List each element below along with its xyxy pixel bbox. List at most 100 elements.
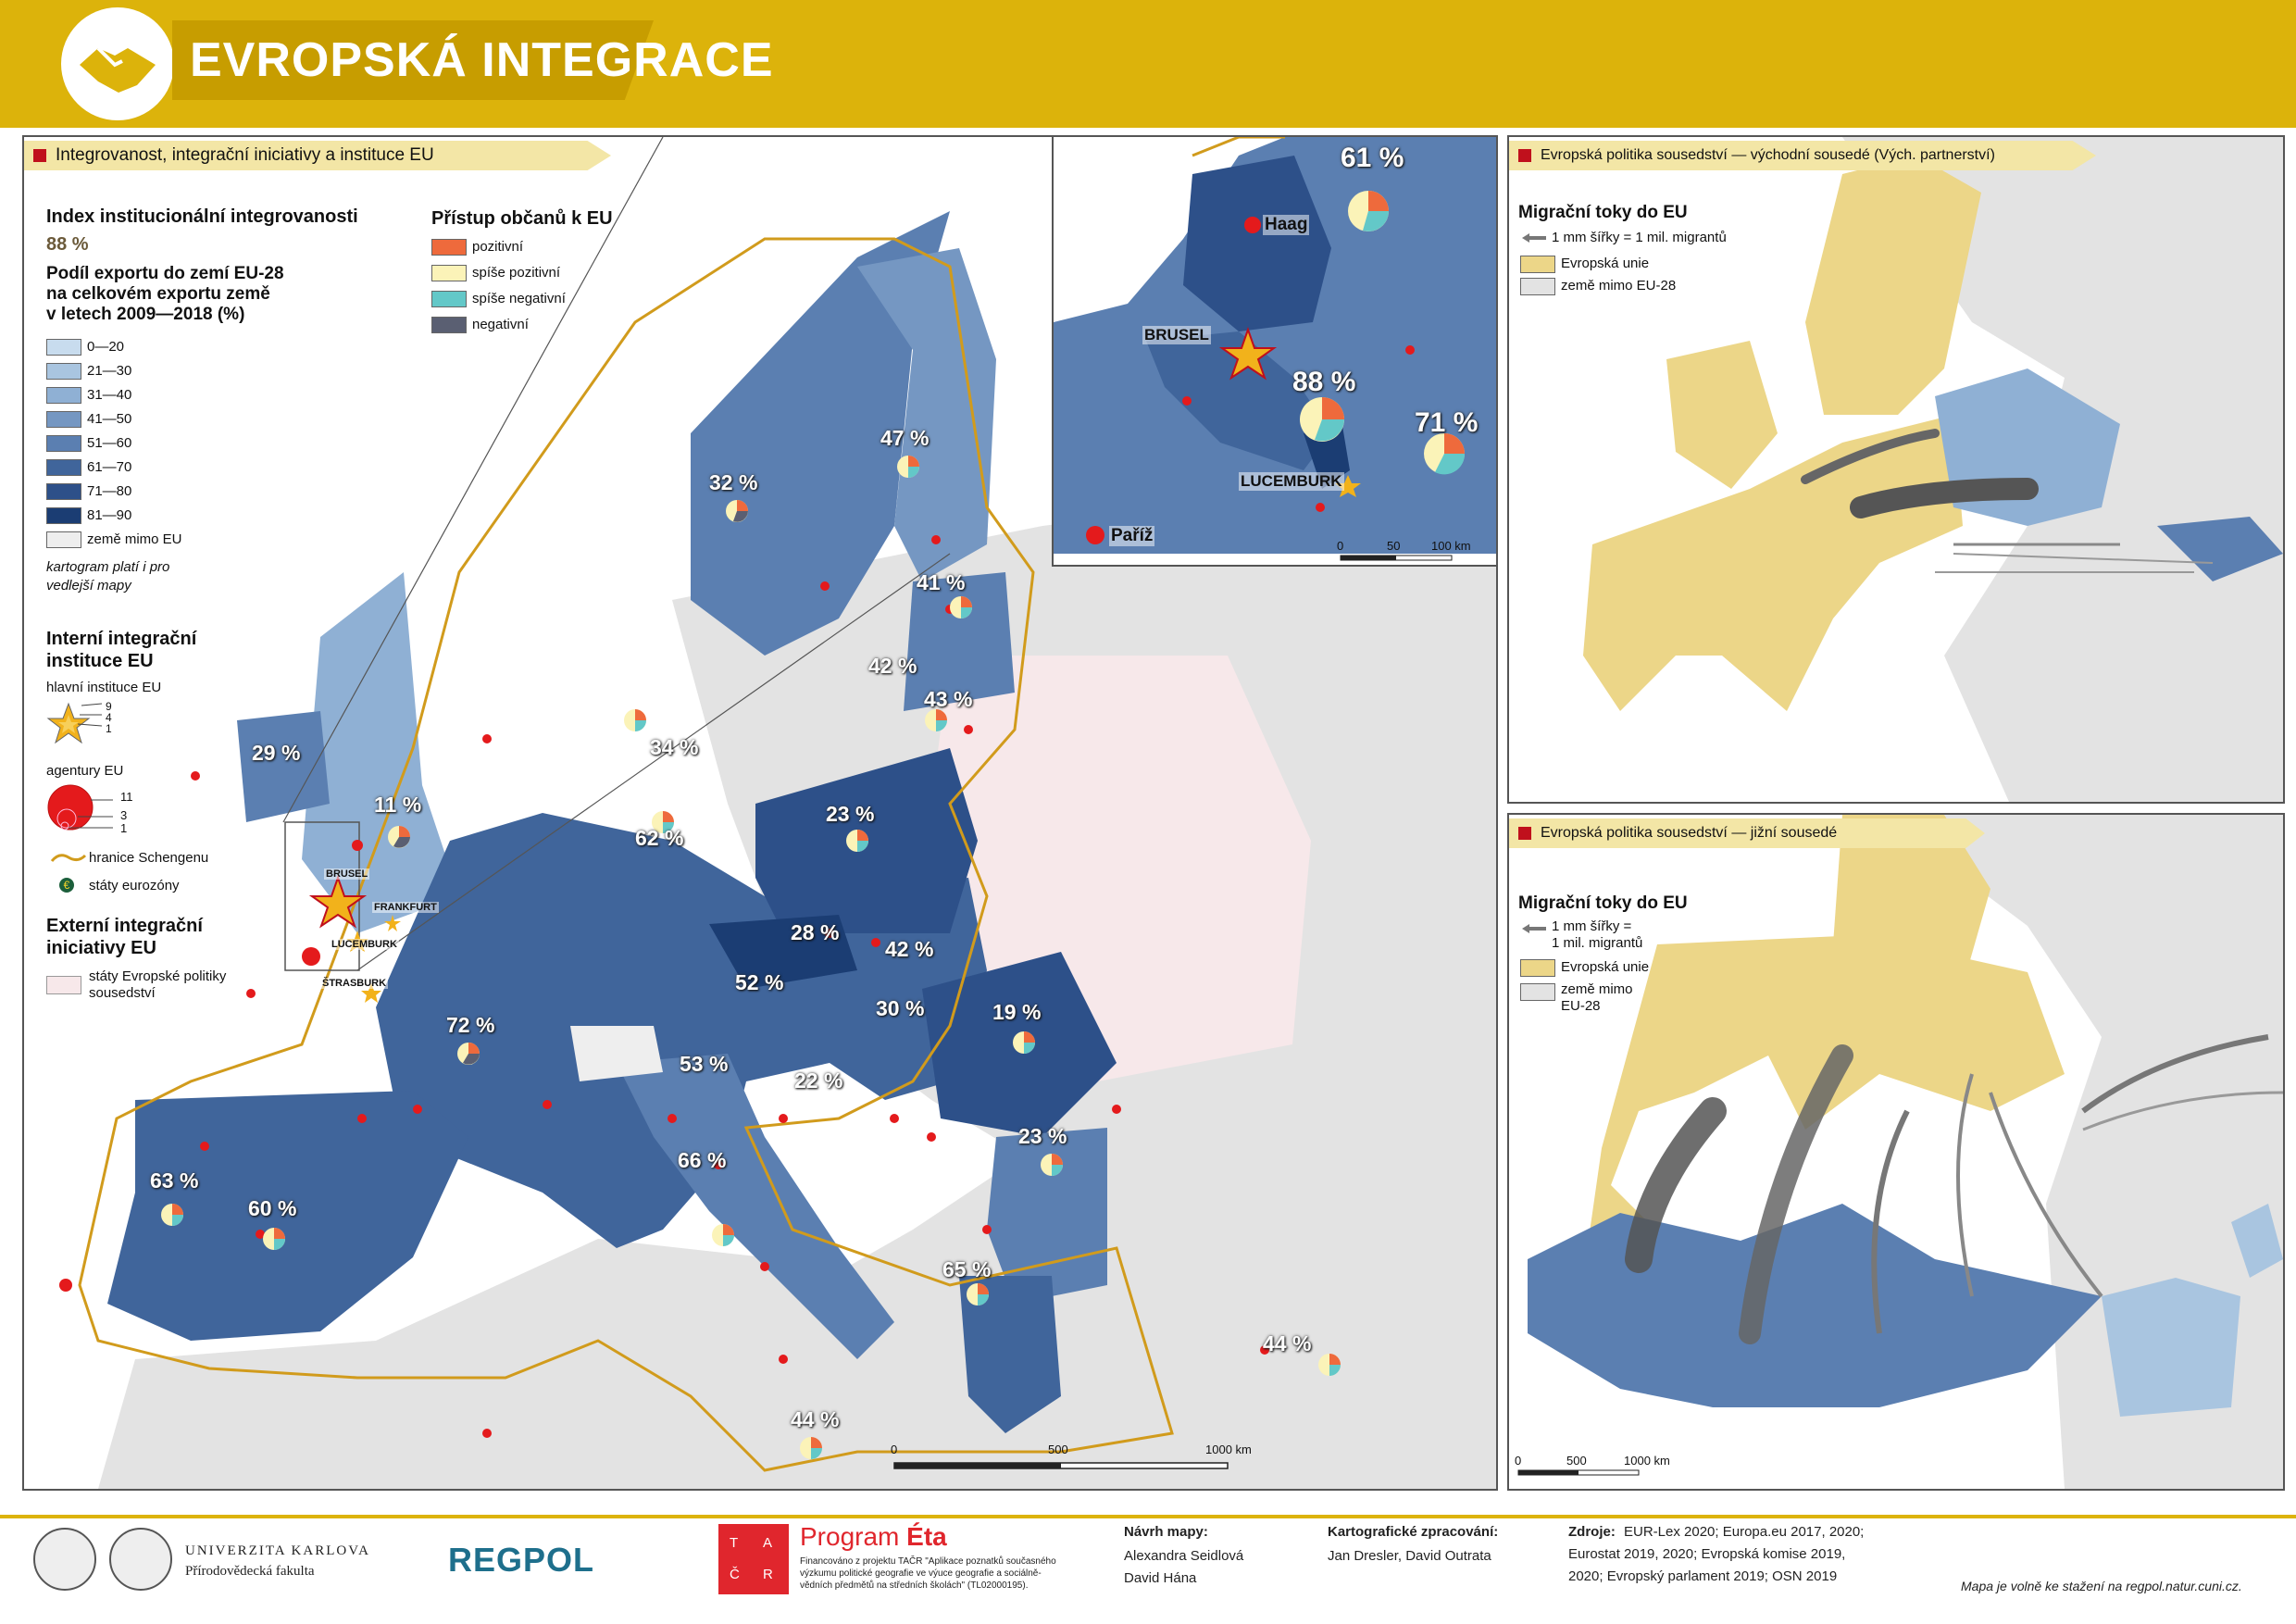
south-section-label: Evropská politika sousedství — jižní sou… (1509, 818, 1985, 848)
design-names-2: David Hána (1124, 1570, 1197, 1586)
inset-scale-100: 100 km (1431, 539, 1471, 553)
sources-2: Eurostat 2019, 2020; Evropská komise 201… (1568, 1546, 1846, 1562)
inset-city-haag: Haag (1263, 215, 1310, 235)
class-swatch (46, 483, 81, 500)
city-frankfurt: FRANKFURT (372, 902, 439, 913)
handshake-icon (61, 7, 174, 120)
south-eu-label: Evropská unie (1561, 959, 1650, 975)
pct-austria: 52 % (735, 970, 784, 994)
tacr-letter: Č (730, 1567, 740, 1582)
schengen-line-icon (50, 854, 87, 862)
access-swatch (431, 239, 467, 256)
external-title-1: Externí integrační (46, 916, 203, 936)
pct-cyprus: 44 % (1263, 1331, 1312, 1355)
pct-lithuania: 43 % (924, 687, 973, 711)
east-eu-swatch (1520, 256, 1555, 273)
export-class-item: 71—80 (46, 481, 213, 502)
tacr-letter: R (763, 1567, 773, 1582)
export-class-item: 61—70 (46, 457, 213, 478)
south-noneu-swatch (1520, 983, 1555, 1001)
class-swatch (46, 531, 81, 548)
pct-france: 72 % (446, 1013, 495, 1037)
pct-uk: 11 % (374, 793, 422, 817)
south-flows-note-1: 1 mm šířky = (1552, 918, 1632, 934)
city-lucemburk: LUCEMBURK (330, 939, 399, 950)
class-swatch (46, 411, 81, 428)
regpol-logo: REGPOL (448, 1541, 595, 1579)
scale-1000: 1000 km (1205, 1443, 1252, 1456)
export-class-item: 21—30 (46, 361, 213, 381)
circle-value-1: 1 (120, 821, 128, 835)
access-item: spíše negativní (431, 289, 617, 309)
class-swatch (46, 435, 81, 452)
east-eu-label: Evropská unie (1561, 256, 1650, 271)
inset-canvas (1054, 137, 1496, 561)
program-text-1: Financováno z projektu TAČR "Aplikace po… (800, 1556, 1056, 1567)
sources-title: Zdroje: (1568, 1524, 1616, 1540)
pct-italy: 66 % (678, 1148, 727, 1172)
faculty-tree-icon (109, 1528, 172, 1591)
inset-scale-50: 50 (1387, 539, 1401, 553)
euro-label: státy eurozóny (89, 878, 180, 893)
sources-3: 2020; Evropský parlament 2019; OSN 2019 (1568, 1568, 1838, 1584)
pct-slovenia: 53 % (680, 1052, 729, 1076)
neighbourhood-label-2: sousedství (89, 985, 156, 1001)
arrow-legend-icon (1522, 233, 1546, 243)
scale-0: 0 (891, 1443, 898, 1456)
scale-500: 500 (1048, 1443, 1068, 1456)
tacr-letter: T (730, 1535, 739, 1551)
faculty-name: Přírodovědecká fakulta (185, 1564, 315, 1579)
east-map: Evropská politika sousedství — východní … (1507, 135, 2285, 804)
schengen-label: hranice Schengenu (89, 850, 209, 866)
class-label: země mimo EU (87, 531, 182, 547)
external-title-2: iniciativy EU (46, 938, 156, 958)
export-class-item: 41—50 (46, 409, 213, 430)
south-eu-swatch (1520, 959, 1555, 977)
access-swatch (431, 265, 467, 281)
program-text-3: vědních předmětů na středních školách" (… (800, 1580, 1029, 1591)
export-title-1: Podíl exportu do zemí EU-28 (46, 264, 284, 283)
arrow-legend-icon (1522, 924, 1546, 933)
access-item: spíše pozitivní (431, 263, 617, 283)
pct-poland: 23 % (826, 802, 875, 826)
neighbourhood-swatch (46, 976, 81, 994)
class-label: 71—80 (87, 483, 132, 499)
class-swatch (46, 363, 81, 380)
class-label: 21—30 (87, 363, 132, 379)
pct-estonia: 41 % (917, 570, 966, 594)
agency-circle-icon (47, 784, 113, 831)
pct-ireland: 29 % (252, 741, 301, 765)
pct-spain: 60 % (248, 1196, 297, 1220)
access-label: negativní (472, 317, 529, 332)
inset-pct-luxembourg: 71 % (1415, 407, 1479, 438)
university-seal-icon (33, 1528, 96, 1591)
access-label: pozitivní (472, 239, 524, 255)
south-scale-500: 500 (1566, 1454, 1587, 1468)
pie-charts (161, 456, 1341, 1459)
access-title: Přístup občanů k EU (431, 208, 613, 229)
export-class-item: 81—90 (46, 506, 213, 526)
main-section-label: Integrovanost, integrační iniciativy a i… (24, 141, 611, 170)
title-background (172, 20, 654, 100)
program-eta: Éta (906, 1522, 947, 1551)
east-section-label: Evropská politika sousedství — východní … (1509, 141, 2096, 170)
main-inst-label: hlavní instituce EU (46, 680, 162, 695)
city-brusel: BRUSEL (324, 868, 370, 880)
star-value-1: 1 (106, 722, 112, 735)
south-scale-1000: 1000 km (1624, 1454, 1670, 1468)
header-banner: EVROPSKÁ INTEGRACE (0, 0, 2296, 128)
class-label: 41—50 (87, 411, 132, 427)
access-label: spíše negativní (472, 291, 566, 306)
east-map-canvas (1509, 137, 2283, 802)
class-swatch (46, 507, 81, 524)
section-label-text: Evropská politika sousedství — východní … (1541, 147, 1995, 163)
program-eta-title: Program Éta (800, 1522, 947, 1552)
svg-text:€: € (64, 879, 70, 892)
inset-city-brusel: BRUSEL (1142, 326, 1211, 344)
south-flows-title: Migrační toky do EU (1518, 893, 1688, 913)
section-marker (33, 149, 46, 162)
export-class-item: 31—40 (46, 385, 213, 406)
pct-croatia: 22 % (794, 1068, 843, 1093)
pct-sweden: 32 % (709, 470, 758, 494)
east-noneu-swatch (1520, 278, 1555, 295)
